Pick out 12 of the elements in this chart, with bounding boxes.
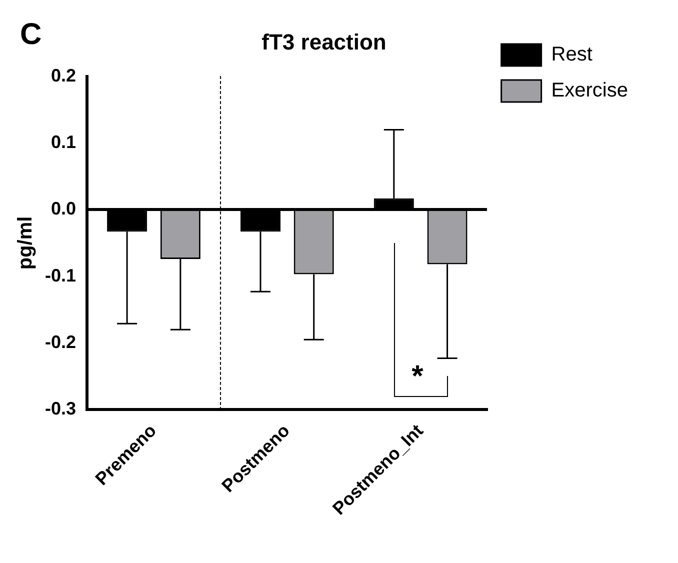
- annotation: *: [412, 360, 424, 394]
- legend-label: Exercise: [551, 80, 628, 102]
- y-axis-title: pg/ml: [14, 216, 37, 270]
- y-tick-label: -0.3: [44, 398, 76, 419]
- legend-label: Rest: [551, 44, 593, 66]
- y-tick-label: -0.2: [44, 332, 76, 352]
- chart-title: fT3 reaction: [262, 29, 386, 54]
- y-tick-label: 0.1: [50, 132, 76, 152]
- y-tick-label: 0.0: [50, 198, 76, 219]
- y-tick-label: 0.2: [50, 65, 76, 86]
- text: C: [20, 18, 42, 52]
- y-tick-label: -0.1: [44, 265, 76, 286]
